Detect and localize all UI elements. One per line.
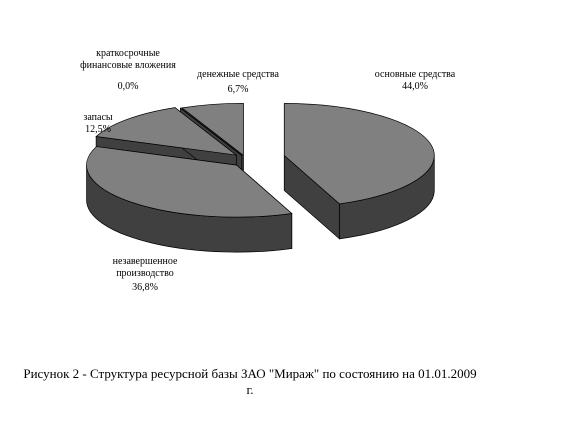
- slice-top: [86, 146, 293, 218]
- chart-title: Рисунок 2 - Структура ресурсной базы ЗАО…: [23, 366, 477, 397]
- slice: [283, 103, 435, 240]
- value-label: 36,8%: [132, 282, 158, 293]
- value-label: 44,0%: [402, 81, 428, 92]
- slice-top: [95, 107, 238, 156]
- category-label: запасы: [83, 112, 113, 123]
- category-label: незавершенное производство: [112, 256, 178, 279]
- slice: [86, 146, 293, 253]
- value-label: 12,5%: [85, 124, 111, 135]
- slice-top: [283, 103, 435, 205]
- category-label: денежные средства: [197, 69, 279, 80]
- slice-top: [181, 102, 244, 157]
- value-label: 0,0%: [117, 81, 139, 92]
- category-label: краткосрочные финансовые вложения: [80, 48, 176, 71]
- value-label: 6,7%: [227, 84, 249, 95]
- category-label: основные средства: [374, 69, 456, 80]
